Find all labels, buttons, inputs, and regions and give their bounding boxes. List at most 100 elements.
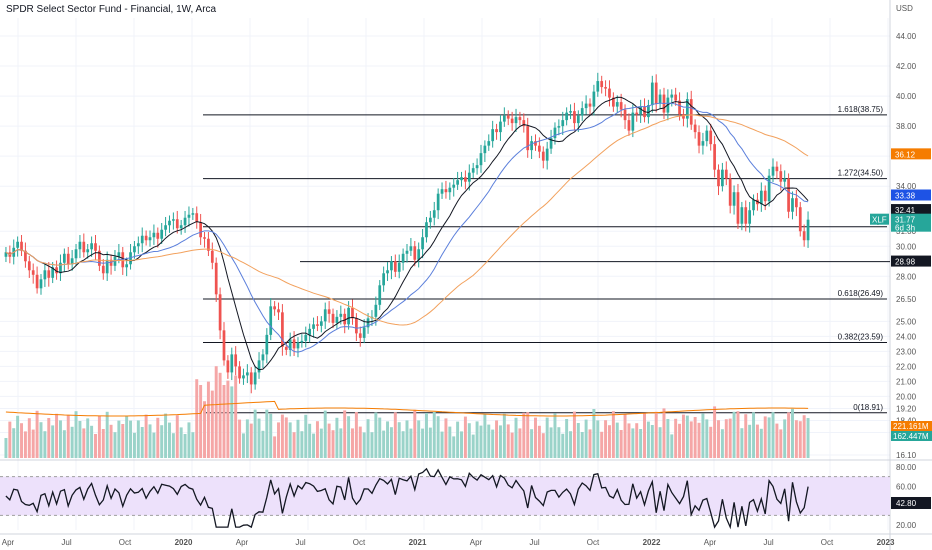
candle-body bbox=[767, 175, 771, 202]
volume-bar bbox=[362, 432, 366, 458]
candle-body bbox=[444, 189, 448, 193]
time-tick-label: Oct bbox=[821, 538, 834, 547]
rsi-tick-label: 20.00 bbox=[896, 521, 917, 530]
candle-body bbox=[759, 190, 763, 205]
volume-bar bbox=[732, 411, 736, 458]
volume-bar bbox=[199, 385, 203, 458]
candle-body bbox=[697, 132, 701, 146]
fib-level-label: 0.382(23.59) bbox=[838, 333, 884, 342]
candle-body bbox=[464, 177, 467, 182]
candle-body bbox=[479, 153, 483, 166]
candle-body bbox=[701, 141, 705, 146]
candle-body bbox=[771, 166, 775, 176]
candle-body bbox=[580, 108, 584, 116]
volume-bar bbox=[409, 428, 413, 458]
volume-bar bbox=[273, 436, 277, 458]
moving-average-line bbox=[5, 102, 809, 353]
candle-body bbox=[736, 192, 740, 224]
price-tick-label: 24.00 bbox=[896, 332, 917, 341]
candle-body bbox=[689, 99, 693, 125]
volume-bar bbox=[569, 431, 573, 458]
volume-bar bbox=[584, 419, 588, 458]
volume-bar bbox=[627, 423, 631, 458]
candle-body bbox=[569, 111, 572, 113]
candle-body bbox=[448, 187, 452, 193]
candle-body bbox=[136, 243, 140, 247]
candle-body bbox=[308, 328, 312, 335]
price-badge-text: 33.38 bbox=[895, 192, 916, 201]
candle-body bbox=[576, 115, 580, 124]
candle-body bbox=[596, 81, 600, 92]
candle-body bbox=[140, 235, 144, 244]
volume-bar bbox=[47, 418, 51, 458]
volume-bar bbox=[697, 422, 701, 458]
candle-body bbox=[728, 178, 732, 206]
candle-body bbox=[304, 334, 308, 341]
volume-bar bbox=[261, 430, 265, 458]
volume-bar bbox=[417, 420, 421, 458]
candle-body bbox=[506, 115, 510, 119]
candle-body bbox=[650, 82, 654, 106]
candle-body bbox=[366, 318, 370, 328]
candle-body bbox=[277, 309, 280, 313]
candle-body bbox=[327, 309, 331, 314]
candle-body bbox=[74, 249, 78, 259]
volume-bar bbox=[685, 415, 689, 458]
price-badge-text: 36.12 bbox=[895, 150, 916, 159]
volume-bar bbox=[623, 414, 627, 458]
candle-body bbox=[565, 112, 569, 121]
price-tick-label: 31.00 bbox=[896, 227, 917, 236]
volume-bar bbox=[701, 413, 705, 458]
volume-bar bbox=[78, 421, 82, 458]
candle-body bbox=[253, 372, 257, 385]
candle-body bbox=[639, 106, 642, 115]
volume-bar bbox=[475, 421, 479, 458]
volume-bar bbox=[62, 430, 66, 458]
candle-body bbox=[514, 117, 518, 124]
volume-bar bbox=[351, 428, 354, 458]
volume-bar bbox=[740, 428, 744, 458]
volume-bar bbox=[304, 414, 308, 458]
time-tick-label: Oct bbox=[119, 538, 132, 547]
candle-body bbox=[526, 126, 530, 151]
volume-bar bbox=[444, 418, 448, 458]
volume-bar bbox=[619, 430, 623, 458]
symbol-badge bbox=[870, 213, 889, 225]
volume-bar bbox=[206, 381, 210, 458]
volume-bar bbox=[257, 418, 261, 458]
volume-bar bbox=[755, 424, 759, 458]
volume-bar bbox=[12, 428, 16, 458]
volume-bar bbox=[576, 423, 580, 458]
time-tick-label: Jul bbox=[295, 538, 305, 547]
volume-bar bbox=[646, 421, 650, 458]
volume-bar bbox=[292, 432, 296, 458]
volume-bar bbox=[136, 420, 140, 458]
price-tick-label: 18.40 bbox=[896, 416, 917, 425]
volume-bar bbox=[4, 438, 8, 458]
candle-body bbox=[117, 252, 121, 257]
fib-level-label: 1.272(34.50) bbox=[838, 169, 884, 178]
candle-body bbox=[783, 178, 787, 182]
candle-body bbox=[249, 372, 253, 385]
price-tick-label: 30.00 bbox=[896, 242, 917, 251]
volume-bar bbox=[90, 425, 94, 458]
candle-body bbox=[234, 354, 238, 367]
candle-body bbox=[390, 261, 393, 271]
candle-body bbox=[393, 261, 397, 272]
candle-body bbox=[499, 121, 502, 133]
volume-bar bbox=[580, 432, 584, 458]
volume-bar bbox=[553, 413, 557, 458]
volume-bar bbox=[460, 431, 463, 458]
candle-body bbox=[207, 238, 210, 251]
volume-bar bbox=[347, 416, 351, 458]
volume-bar bbox=[160, 425, 164, 458]
candle-body bbox=[413, 246, 417, 260]
volume-bar bbox=[164, 413, 168, 458]
candle-body bbox=[428, 217, 432, 223]
volume-bar bbox=[491, 429, 495, 458]
volume-bar bbox=[495, 420, 499, 458]
time-tick-label: Apr bbox=[236, 538, 249, 547]
candle-body bbox=[658, 94, 662, 104]
candle-body bbox=[133, 246, 136, 253]
